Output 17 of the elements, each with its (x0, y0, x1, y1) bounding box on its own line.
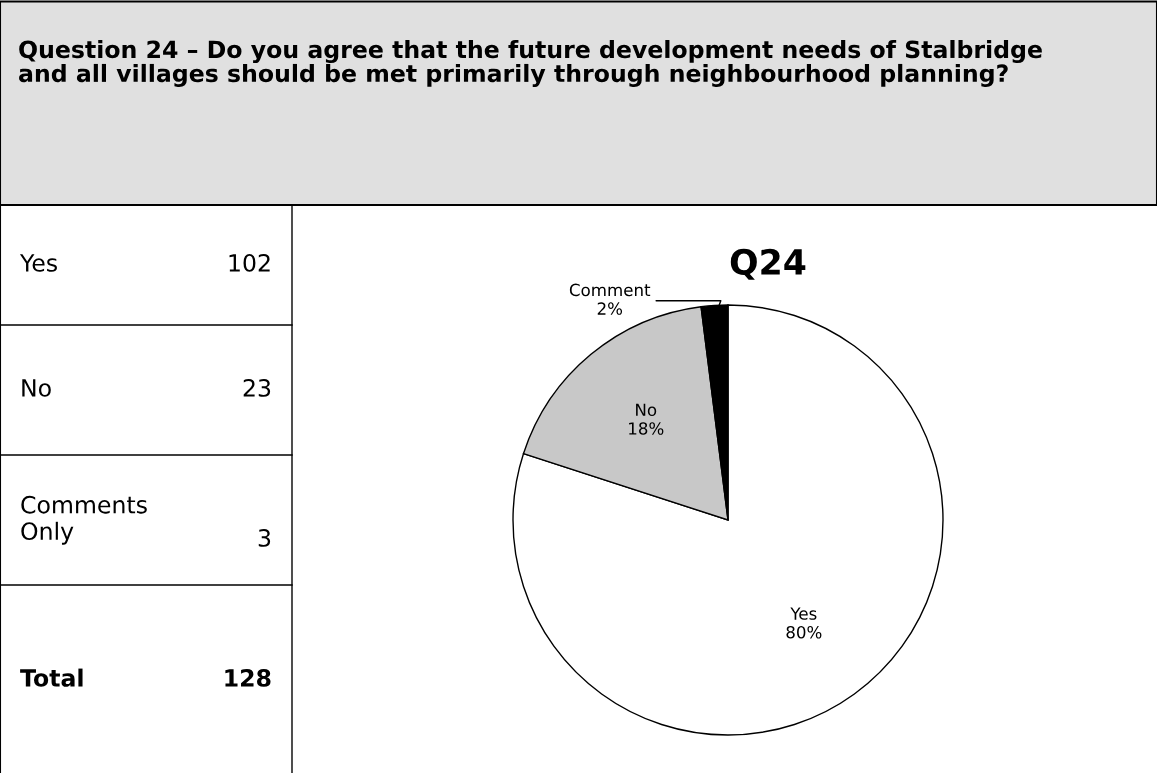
pie-slice (512, 304, 944, 736)
chart-subtitle: Question 24 – Do you agree that the future development needs of Stalbridge and all villages should be met primarily through neighbourhood planning? (19, 40, 1042, 87)
text: 102 (229, 253, 270, 272)
text: Yes (19, 254, 57, 272)
text: No (22, 379, 51, 397)
text: Comments Only (21, 495, 147, 545)
text: 128 (225, 668, 271, 687)
data-label: 80% (786, 625, 822, 639)
data-label: 18% (629, 422, 664, 435)
text: 23 (243, 378, 271, 397)
slice-label: No (636, 403, 657, 417)
text: Total (20, 668, 83, 687)
slice-label: Yes (790, 607, 817, 620)
text: 3 (258, 528, 271, 547)
data-label: 2% (597, 302, 623, 315)
slice-label: Comment (569, 283, 651, 297)
chart-title: Q24 (730, 248, 806, 280)
